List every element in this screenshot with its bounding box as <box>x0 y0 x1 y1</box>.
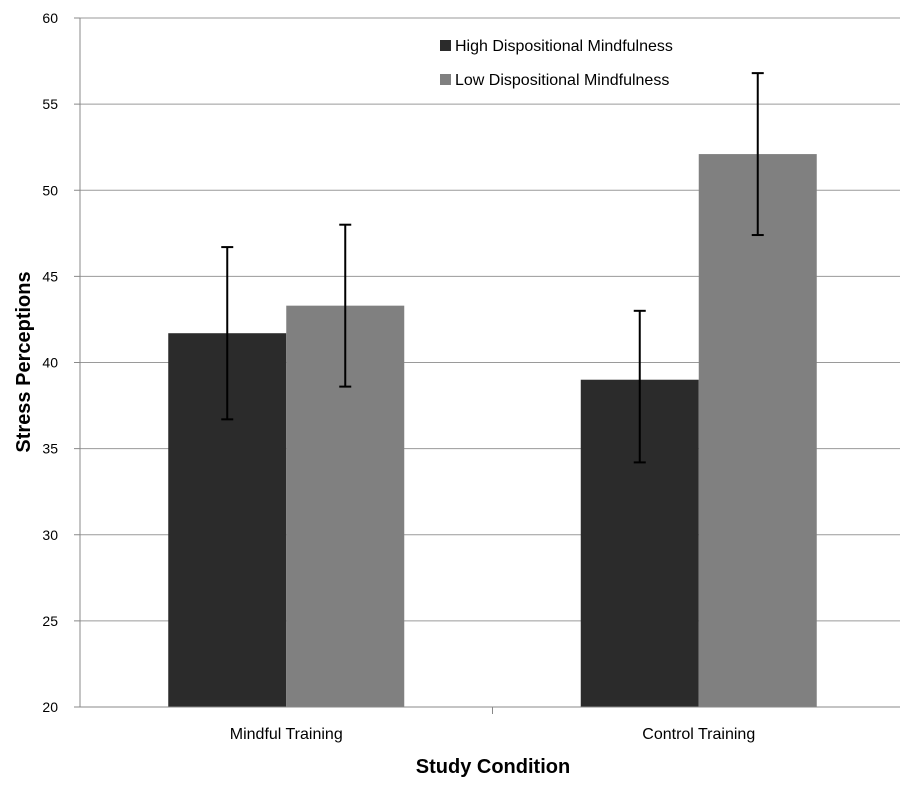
bars <box>168 154 817 707</box>
bar <box>698 154 817 707</box>
y-tick-label: 50 <box>42 182 58 198</box>
legend-label-high: High Dispositional Mindfulness <box>455 38 673 55</box>
legend-label-low: Low Dispositional Mindfulness <box>455 72 669 89</box>
y-tick-label: 60 <box>42 10 58 26</box>
legend-swatch-low <box>440 74 451 85</box>
y-tick-label: 30 <box>42 527 58 543</box>
legend-swatch-high <box>440 40 451 51</box>
x-category-label: Control Training <box>642 726 755 743</box>
y-tick-label: 40 <box>42 355 58 371</box>
error-bars <box>221 72 764 464</box>
y-tick-label: 45 <box>42 268 58 284</box>
y-axis-title: Stress Perceptions <box>13 271 35 452</box>
axes: 20 25 30 35 40 45 50 55 60 Mindful Training Contro… <box>42 10 900 743</box>
y-tick-label: 20 <box>42 699 58 715</box>
legend: High Dispositional Mindfulness Low Dispo… <box>440 38 673 89</box>
x-axis-title: Study Condition <box>416 756 570 778</box>
y-tick-label: 55 <box>42 96 58 112</box>
y-tick-label: 25 <box>42 613 58 629</box>
y-tick-label: 35 <box>42 441 58 457</box>
x-category-label: Mindful Training <box>230 726 343 743</box>
